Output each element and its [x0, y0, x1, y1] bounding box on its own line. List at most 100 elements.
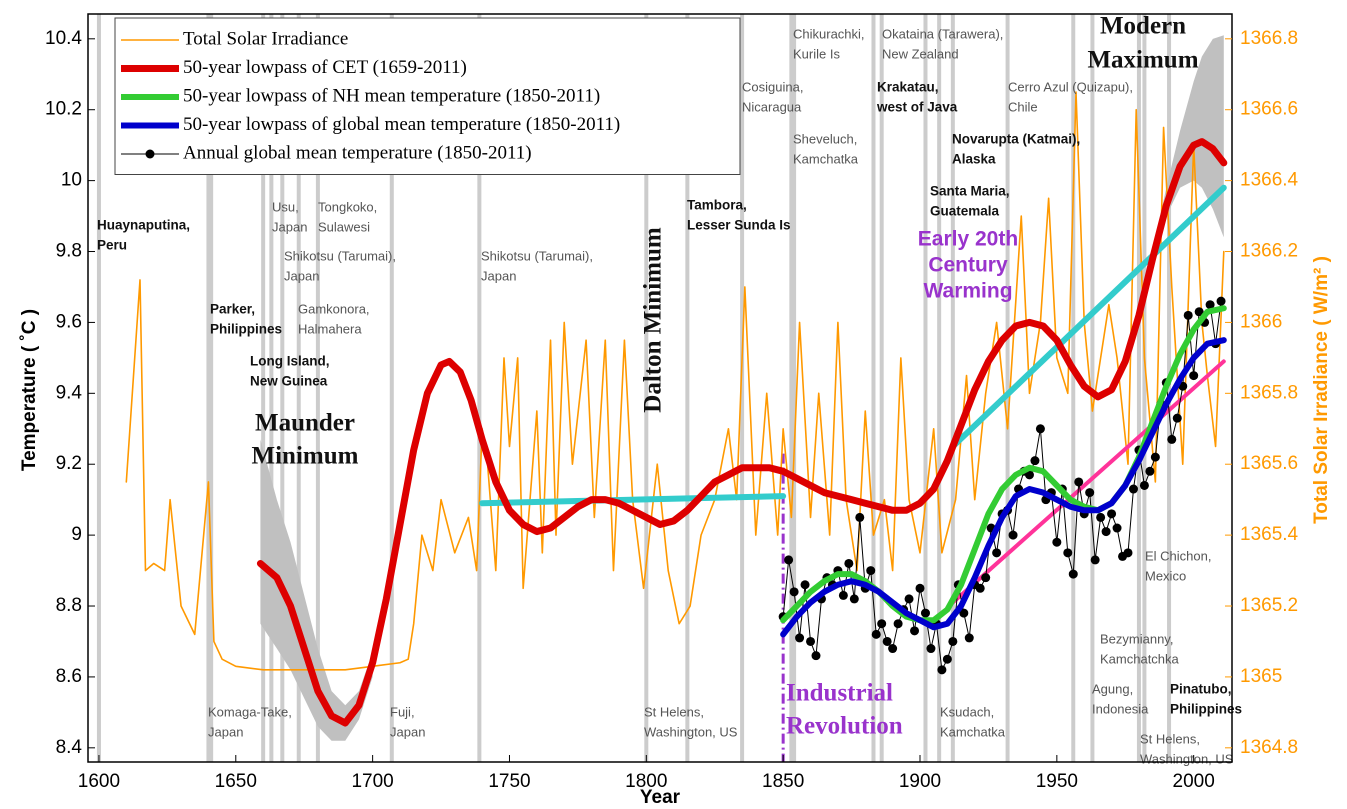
- volcano-label: Sulawesi: [318, 219, 370, 234]
- y-tick-label: 9: [71, 524, 82, 545]
- volcano-label: Krakatau,: [877, 80, 939, 95]
- data-point: [926, 644, 936, 654]
- legend-label: 50-year lowpass of global mean temperatu…: [183, 114, 620, 135]
- volcano-label: Okataina (Tarawera),: [882, 26, 1003, 41]
- y2-axis-title: Total Solar Irradiance ( W/m² ): [1311, 256, 1332, 524]
- series-line: [479, 493, 787, 507]
- data-point: [1068, 569, 1078, 579]
- volcano-label: Japan: [390, 724, 425, 739]
- data-point: [1101, 527, 1111, 537]
- volcano-label: St Helens,: [1140, 731, 1200, 746]
- y-tick-label: 9.8: [56, 241, 82, 262]
- y-tick-label: 10: [61, 170, 82, 191]
- plot-area: [96, 14, 1228, 762]
- annotation: Minimum: [252, 443, 359, 470]
- volcano-label: Gamkonora,: [298, 301, 370, 316]
- data-point: [789, 587, 799, 597]
- volcano-label: Chikurachki,: [793, 26, 865, 41]
- data-point: [806, 636, 816, 646]
- volcano-label: Santa Maria,: [930, 184, 1010, 199]
- data-point: [992, 548, 1002, 558]
- x-tick-label: 1650: [215, 771, 257, 792]
- plot-frame: [87, 13, 1233, 763]
- data-point: [1024, 470, 1034, 480]
- volcano-label: Cerro Azul (Quizapu),: [1008, 79, 1133, 94]
- data-point: [811, 651, 821, 661]
- volcano-label: Chile: [1008, 99, 1038, 114]
- y-tick-label: 10.4: [45, 28, 82, 49]
- y2-tick-label: 1365.4: [1240, 524, 1299, 545]
- x-tick-label: 2000: [1173, 771, 1215, 792]
- annotation: Modern: [1100, 13, 1186, 40]
- data-point: [855, 512, 865, 522]
- x-tick-label: 1600: [78, 771, 120, 792]
- data-point: [1145, 466, 1155, 476]
- data-point: [893, 619, 903, 629]
- series-line: [950, 359, 1226, 605]
- data-point: [838, 590, 848, 600]
- data-point: [920, 608, 930, 618]
- data-point: [1035, 424, 1045, 434]
- y2-tick-label: 1366: [1240, 311, 1282, 332]
- data-point: [948, 636, 958, 646]
- volcano-label: Cosiguina,: [742, 79, 803, 94]
- volcano-label: Peru: [97, 238, 127, 253]
- volcano-label: Mexico: [1145, 568, 1186, 583]
- volcano-label: Nicaragua: [742, 99, 802, 114]
- legend-label: Annual global mean temperature (1850-201…: [183, 142, 532, 163]
- data-point: [1172, 413, 1182, 423]
- data-point: [910, 626, 920, 636]
- volcano-label: Kurile Is: [793, 46, 840, 61]
- data-point: [1194, 307, 1204, 317]
- data-point: [871, 629, 881, 639]
- data-point: [888, 644, 898, 654]
- data-point: [981, 573, 991, 583]
- data-point: [1090, 555, 1100, 565]
- volcano-label: St Helens,: [644, 704, 704, 719]
- volcano-label: Bezymianny,: [1100, 631, 1173, 646]
- volcano-label: Washington, US: [1140, 751, 1234, 766]
- uncertainty-band: [260, 439, 373, 741]
- data-point: [1123, 548, 1133, 558]
- data-point: [904, 594, 914, 604]
- volcano-label: Japan: [284, 268, 319, 283]
- annotation: Early 20th: [918, 228, 1018, 251]
- y-tick-label: 8.8: [56, 595, 82, 616]
- legend-label: 50-year lowpass of NH mean temperature (…: [183, 85, 600, 106]
- volcano-label: New Zealand: [882, 46, 959, 61]
- annotation: Warming: [923, 280, 1012, 303]
- data-point: [1063, 548, 1073, 558]
- x-tick-label: 1900: [899, 771, 941, 792]
- annotation: Century: [928, 254, 1008, 277]
- y2-tick-label: 1366.4: [1240, 170, 1299, 191]
- data-point: [844, 558, 854, 568]
- volcano-label: Huaynaputina,: [97, 218, 190, 233]
- y2-tick-label: 1365.6: [1240, 453, 1298, 474]
- annotation: Revolution: [786, 713, 903, 740]
- data-point: [1205, 300, 1215, 310]
- legend-box: [114, 17, 741, 175]
- data-point: [849, 594, 859, 604]
- volcano-label: Fuji,: [390, 704, 415, 719]
- x-axis-title: Year: [640, 787, 681, 808]
- volcano-label: El Chichon,: [1145, 548, 1211, 563]
- data-point: [942, 654, 952, 664]
- data-point: [915, 583, 925, 593]
- data-point: [1183, 310, 1193, 320]
- y-axis-title: Temperature ( ˚C ): [19, 309, 40, 471]
- data-point: [1150, 452, 1160, 462]
- series-line: [780, 337, 1227, 638]
- volcano-label: Washington, US: [644, 724, 738, 739]
- y2-tick-label: 1365.8: [1240, 382, 1298, 403]
- volcano-label: Parker,: [210, 302, 255, 317]
- data-point: [964, 633, 974, 643]
- volcano-label: Ksudach,: [940, 704, 994, 719]
- x-tick-label: 1950: [1036, 771, 1078, 792]
- volcano-label: Philippines: [210, 322, 282, 337]
- data-point: [1096, 512, 1106, 522]
- volcano-label: west of Java: [876, 100, 958, 115]
- x-tick-label: 1800: [625, 771, 667, 792]
- y2-tick-label: 1365.2: [1240, 595, 1298, 616]
